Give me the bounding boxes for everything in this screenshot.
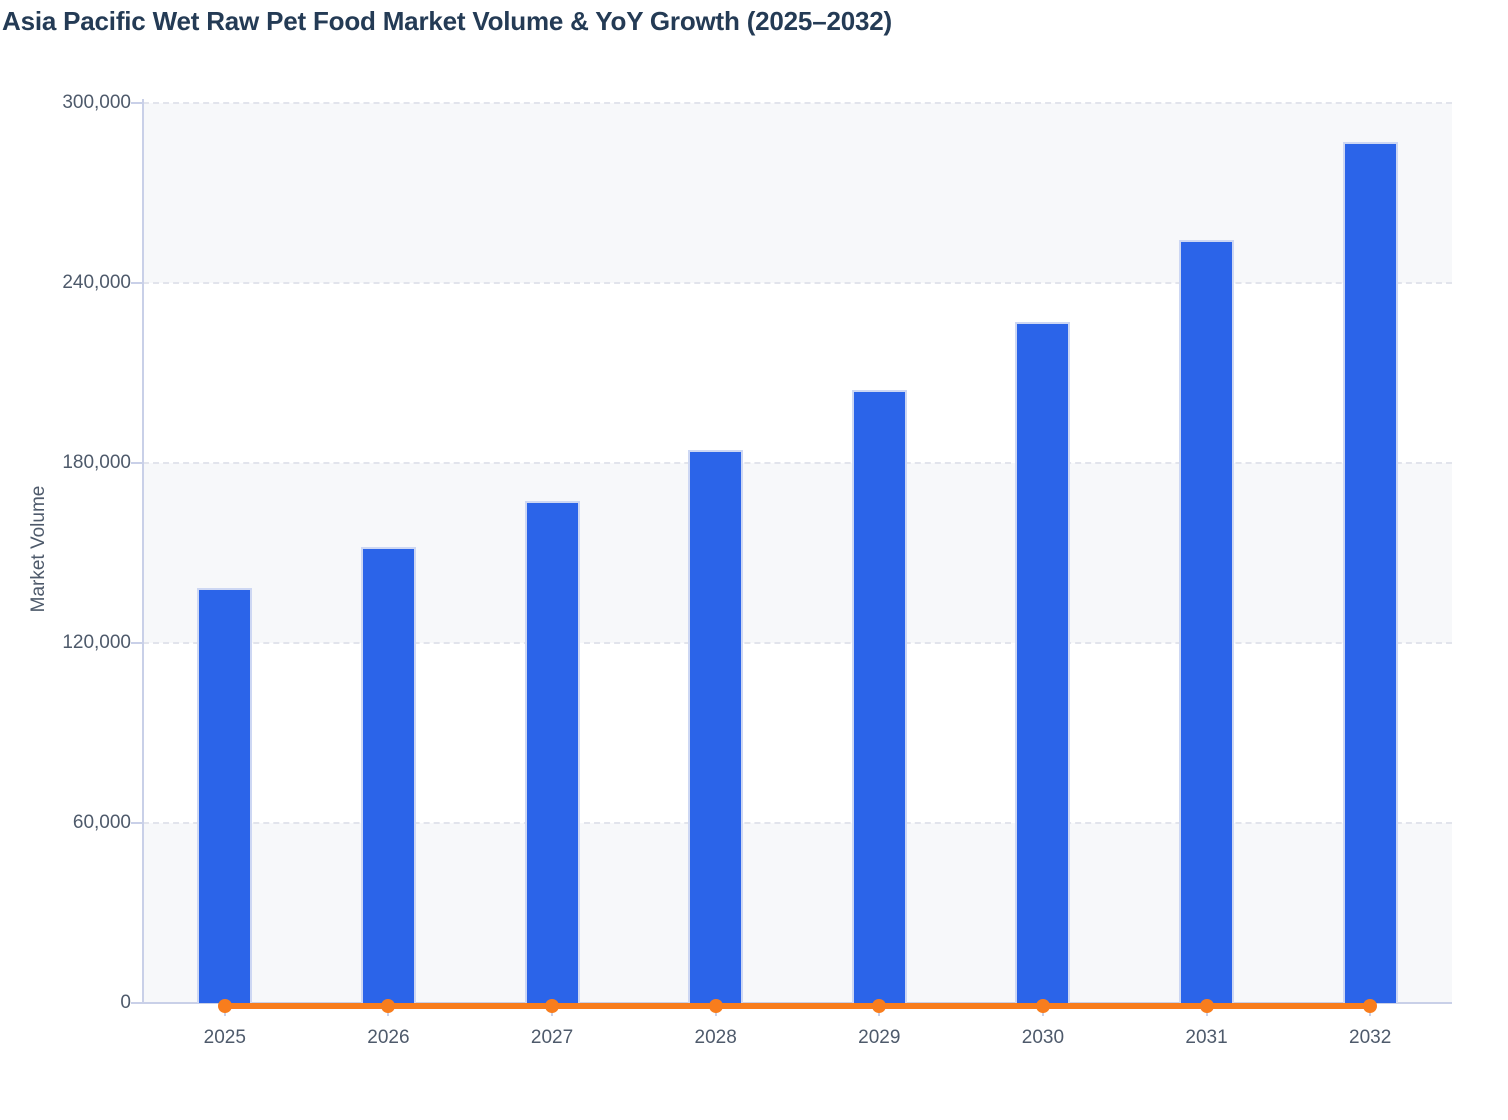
volume-bar-2032[interactable] [1342, 142, 1398, 1003]
x-axis-label: 2026 [367, 1027, 410, 1048]
y-tick-label: 240,000 [62, 272, 131, 293]
volume-bar-2027[interactable] [524, 500, 580, 1003]
grid-band [143, 283, 1452, 463]
x-axis-label: 2029 [858, 1027, 901, 1048]
y-axis-title: Market Volume [28, 485, 49, 613]
yoy-marker-2029[interactable] [872, 999, 887, 1013]
gridline [143, 282, 1452, 284]
x-axis-label: 2028 [694, 1027, 737, 1048]
x-axis-label: 2027 [530, 1027, 574, 1048]
y-tick-label: 60,000 [72, 812, 131, 833]
gridline [143, 822, 1452, 824]
y-tick-mark [131, 1002, 143, 1004]
chart-title: Asia Pacific Wet Raw Pet Food Market Vol… [2, 6, 892, 36]
volume-bar-2030[interactable] [1015, 322, 1071, 1003]
y-tick-mark [131, 642, 143, 644]
gridline [143, 642, 1452, 644]
x-axis-label: 2030 [1021, 1027, 1065, 1048]
x-axis-label: 2031 [1185, 1027, 1228, 1048]
gridline [143, 462, 1452, 464]
yoy-marker-2031[interactable] [1199, 999, 1214, 1013]
grid-band [143, 103, 1452, 283]
volume-bar-2026[interactable] [360, 547, 416, 1003]
y-axis-line [142, 99, 144, 1004]
y-tick-label: 0 [120, 992, 131, 1013]
x-axis-label: 2025 [203, 1027, 246, 1048]
y-tick-label: 120,000 [62, 632, 131, 653]
yoy-marker-2026[interactable] [381, 999, 396, 1013]
grid-band [143, 643, 1452, 823]
grid-band [143, 823, 1452, 1003]
gridline [143, 102, 1452, 104]
yoy-marker-2030[interactable] [1035, 999, 1050, 1013]
y-tick-mark [131, 102, 143, 104]
y-tick-mark [131, 282, 143, 284]
y-tick-label: 180,000 [62, 452, 131, 473]
volume-bar-2025[interactable] [197, 587, 253, 1003]
yoy-growth-line [224, 1003, 1371, 1009]
yoy-marker-2028[interactable] [708, 999, 723, 1013]
volume-bar-2031[interactable] [1179, 239, 1235, 1003]
volume-bar-2028[interactable] [688, 449, 744, 1003]
y-tick-mark [131, 462, 143, 464]
volume-bar-2029[interactable] [851, 389, 907, 1003]
y-tick-mark [131, 822, 143, 824]
plot-area [143, 102, 1452, 1003]
grid-band [143, 463, 1452, 643]
yoy-marker-2027[interactable] [545, 999, 560, 1013]
y-tick-label: 300,000 [62, 92, 131, 113]
yoy-marker-2025[interactable] [217, 999, 232, 1013]
x-axis-label: 2032 [1349, 1027, 1392, 1048]
yoy-marker-2032[interactable] [1363, 999, 1378, 1013]
